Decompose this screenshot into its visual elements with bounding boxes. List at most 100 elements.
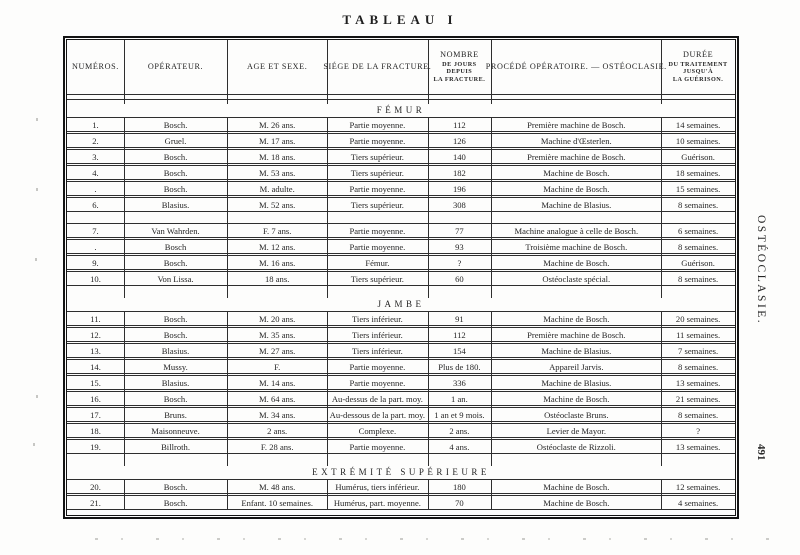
column-divider <box>661 311 663 454</box>
column-divider <box>661 479 663 510</box>
column-divider <box>491 454 493 466</box>
cell-siege: Humérus, tiers inférieur. <box>335 481 420 492</box>
cell-duree: 8 semaines. <box>678 199 719 210</box>
column-divider <box>227 223 229 286</box>
cell-operateur: Bosch <box>164 241 187 252</box>
cell-procede: Ostéoclaste de Rizzoli. <box>536 441 616 452</box>
column-divider <box>327 100 329 104</box>
cell-jours: 308 <box>452 199 466 210</box>
cell-age-sexe: M. 14 ans. <box>259 377 296 388</box>
cell-age-sexe: M. 52 ans. <box>259 199 296 210</box>
cell-siege: Tiers supérieur. <box>350 151 404 162</box>
cell-operateur: Bosch. <box>163 183 188 194</box>
cell-siege: Partie moyenne. <box>349 441 406 452</box>
cell-siege: Partie moyenne. <box>349 225 406 236</box>
cell-jours: 126 <box>452 135 466 146</box>
column-divider <box>123 286 125 298</box>
cell-operateur: Bruns. <box>164 409 187 420</box>
column-header-subline: LA GUÉRISON. <box>672 76 724 83</box>
column-divider <box>491 311 493 454</box>
table-row: 4. Bosch. M. 53 ans. Tiers supérieur. 182 Mac… <box>67 165 735 180</box>
cell-numero: 11. <box>90 313 101 324</box>
cell-procede: Machine de Bosch. <box>543 313 610 324</box>
cell-duree: 11 semaines. <box>676 329 721 340</box>
cell-jours: 140 <box>452 151 466 162</box>
cell-operateur: Von Lissa. <box>157 273 194 284</box>
cell-duree: 18 semaines. <box>675 167 721 178</box>
cell-siege: Humérus, part. moyenne. <box>333 497 421 508</box>
cell-duree: 8 semaines. <box>678 241 719 252</box>
column-divider <box>427 40 429 94</box>
cell-age-sexe: M. 64 ans. <box>259 393 296 404</box>
cell-procede: Machine de Blasius. <box>541 199 612 210</box>
column-divider <box>327 286 329 298</box>
table-row: 9. Bosch. M. 16 ans. Fémur.? Machine de Bosc… <box>67 255 735 270</box>
cell-siege: Partie moyenne. <box>349 135 406 146</box>
cell-age-sexe: M. 35 ans. <box>259 329 296 340</box>
column-divider <box>661 100 663 104</box>
cell-jours: 336 <box>452 377 466 388</box>
cell-procede: Machine analogue à celle de Bosch. <box>514 225 639 236</box>
table-row: 10. Von Lissa. 18 ans. Tiers supérieur. 60 Os… <box>67 271 735 286</box>
cell-numero: 17. <box>90 409 101 420</box>
column-divider <box>427 454 429 466</box>
column-header-subline: DU TRAITEMENT <box>668 60 728 68</box>
cell-numero: 4. <box>92 167 99 178</box>
column-divider <box>123 311 125 454</box>
table-row: 19. Billroth. F. 28 ans. Partie moyenne. 4 a… <box>67 439 735 454</box>
cell-duree: 20 semaines. <box>675 313 721 324</box>
cell-duree: 8 semaines. <box>678 361 719 372</box>
column-header-label: DURÉE <box>682 50 714 60</box>
cell-procede: Ostéoclaste spécial. <box>542 273 611 284</box>
cell-operateur: Bosch. <box>163 393 188 404</box>
column-header-subline: JUSQU'À <box>683 68 714 76</box>
column-divider <box>491 100 493 104</box>
scan-artifact <box>35 258 37 261</box>
cell-jours: 60 <box>455 273 464 284</box>
cell-operateur: Bosch. <box>163 329 188 340</box>
cell-operateur: Bosch. <box>163 481 188 492</box>
cell-numero: 20. <box>90 481 101 492</box>
cell-procede: Première machine de Bosch. <box>527 329 626 340</box>
cell-age-sexe: M. 16 ans. <box>259 257 296 268</box>
cell-siege: Tiers supérieur. <box>350 273 404 284</box>
cell-duree: 15 semaines. <box>675 183 721 194</box>
table-frame: NUMÉROS. OPÉRATEUR. AGE ET SEXE. SIÉGE D… <box>63 36 739 519</box>
cell-numero: 10. <box>90 273 101 284</box>
row-spacer <box>67 454 735 466</box>
cell-duree: 14 semaines. <box>675 119 721 130</box>
cell-siege: Partie moyenne. <box>349 241 406 252</box>
row-spacer <box>67 286 735 298</box>
cell-procede: Machine d'Œsterlen. <box>540 135 612 146</box>
column-divider <box>227 117 229 212</box>
column-header-subline: DEPUIS <box>446 68 473 76</box>
scan-artifact <box>33 443 35 446</box>
row-group: 1. Bosch. M. 26 ans. Partie moyenne. 112 Prem… <box>67 117 735 212</box>
column-divider <box>227 100 229 104</box>
cell-operateur: Blasius. <box>161 345 190 356</box>
table-row: . Bosch. M. adulte. Partie moyenne. 196 Machi… <box>67 181 735 196</box>
cell-operateur: Mussy. <box>163 361 188 372</box>
table-row: 20. Bosch. M. 48 ans. Humérus, tiers inféri… <box>67 479 735 494</box>
column-header-subline: LA FRACTURE. <box>433 76 486 83</box>
row-group: 11. Bosch. M. 20 ans. Tiers inférieur. 91 Mac… <box>67 311 735 454</box>
cell-jours: 2 ans. <box>449 425 470 436</box>
column-header-label: SIÉGE DE LA FRACTURE. <box>323 61 432 71</box>
cell-operateur: Maisonneuve. <box>151 425 200 436</box>
column-divider <box>227 95 229 99</box>
table-row: 7. Van Wahrden. F. 7 ans. Partie moyenne. 77… <box>67 223 735 238</box>
cell-age-sexe: F. 28 ans. <box>260 441 294 452</box>
cell-duree: ? <box>696 425 701 436</box>
cell-duree: 21 semaines. <box>675 393 721 404</box>
cell-operateur: Blasius. <box>161 377 190 388</box>
cell-procede: Machine de Blasius. <box>541 345 612 356</box>
column-divider <box>327 454 329 466</box>
cell-procede: Appareil Jarvis. <box>549 361 604 372</box>
column-divider <box>427 479 429 510</box>
column-divider <box>327 479 329 510</box>
column-divider <box>661 454 663 466</box>
column-divider <box>661 95 663 99</box>
column-divider <box>427 286 429 298</box>
cell-jours: 196 <box>452 183 466 194</box>
cell-operateur: Billroth. <box>161 441 190 452</box>
